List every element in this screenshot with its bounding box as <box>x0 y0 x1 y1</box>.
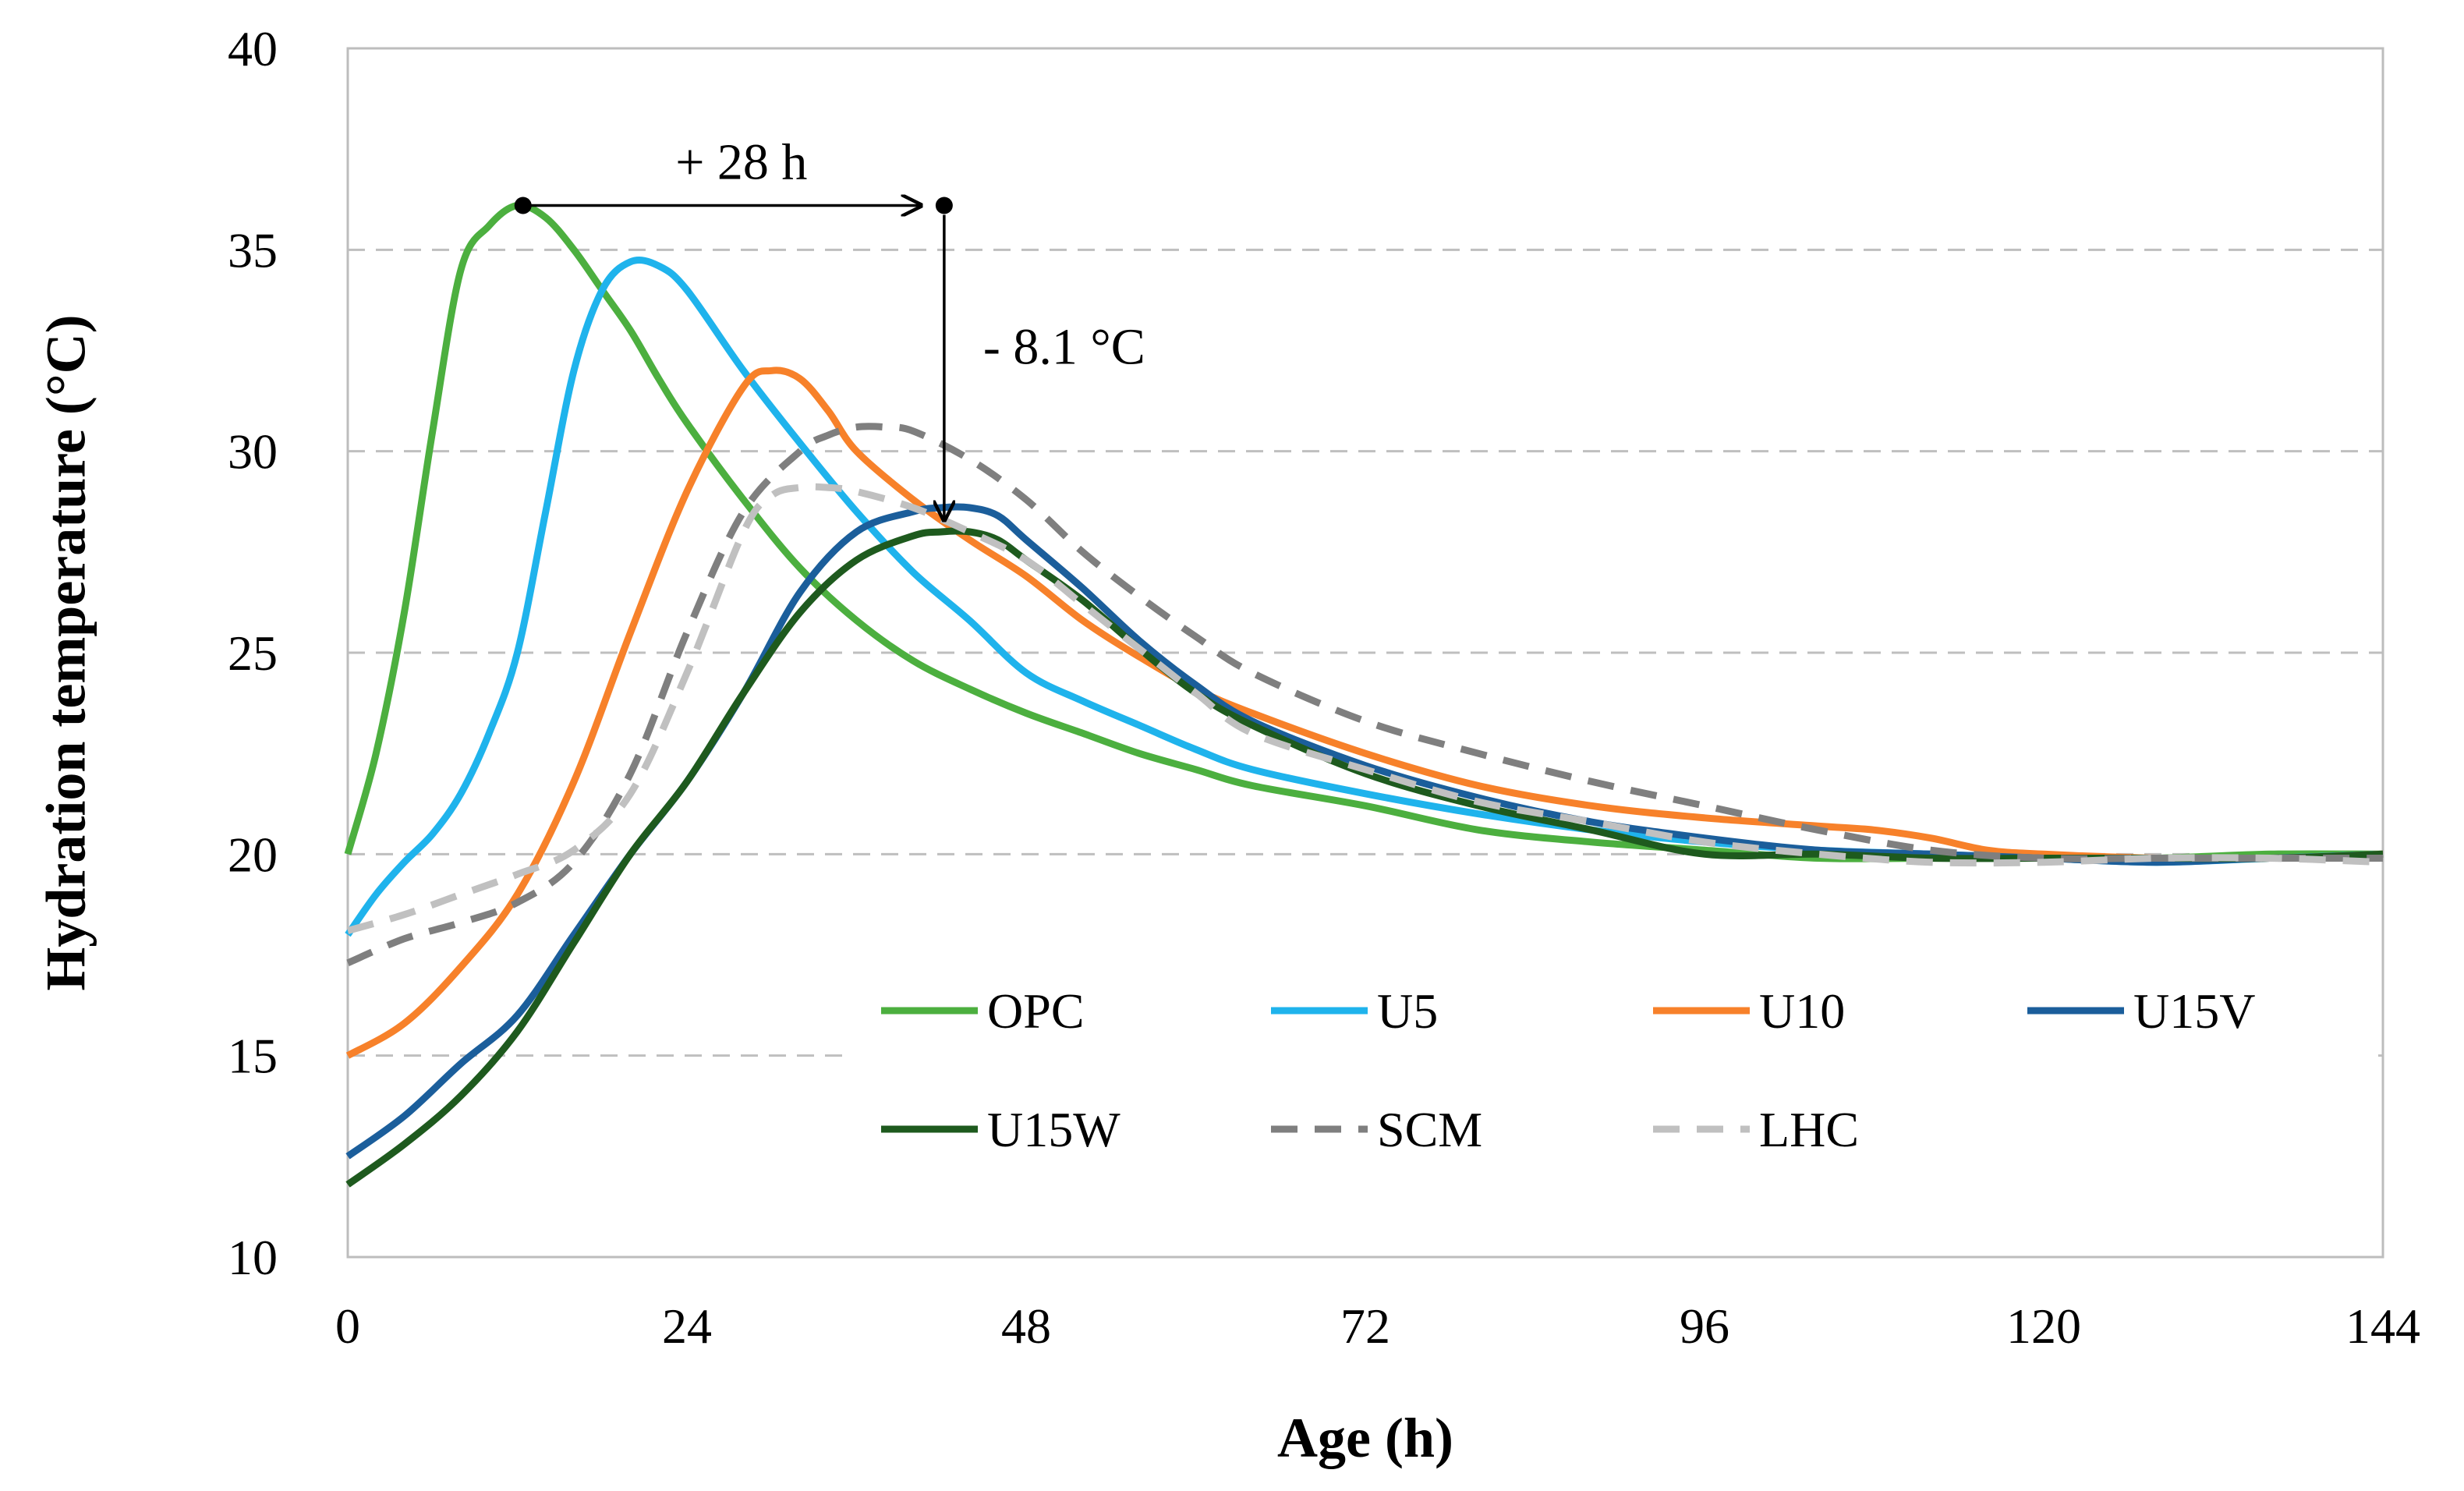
annotation-time-label: + 28 h <box>675 134 807 191</box>
legend-item-u15v: U15V <box>2027 983 2255 1039</box>
legend-label: LHC <box>1759 1102 1859 1157</box>
x-tick-labels: 0 24 48 72 96 120 144 <box>335 1298 2420 1354</box>
annotations: + 28 h - 8.1 °C <box>514 134 1145 520</box>
legend-background <box>842 964 2378 1176</box>
x-tick-label: 120 <box>2006 1298 2081 1354</box>
legend-item-opc: OPC <box>881 983 1085 1039</box>
y-tick-label: 15 <box>228 1029 278 1084</box>
series-line-lhc <box>346 483 2384 934</box>
legend-label: U15V <box>2133 983 2255 1039</box>
x-tick-label: 0 <box>335 1298 360 1354</box>
legend-item-u5: U5 <box>1271 983 1438 1039</box>
y-tick-label: 35 <box>228 222 278 278</box>
x-tick-label: 48 <box>1001 1298 1051 1354</box>
y-tick-label: 30 <box>228 424 278 480</box>
x-tick-label: 144 <box>2345 1298 2420 1354</box>
x-axis-title: Age (h) <box>1277 1407 1453 1469</box>
series-line-opc <box>344 201 2384 862</box>
legend-item-u15w: U15W <box>881 1102 1120 1157</box>
legend: OPC U5 U10 U15V U15W SCM LHC <box>842 964 2378 1176</box>
legend-label: U10 <box>1759 983 1845 1039</box>
x-tick-label: 72 <box>1340 1298 1390 1354</box>
x-tick-label: 96 <box>1680 1298 1729 1354</box>
series-line-u10 <box>345 367 2384 1059</box>
y-tick-label: 20 <box>228 827 278 882</box>
y-tick-label: 40 <box>228 21 278 76</box>
series-line-u5 <box>345 257 2384 937</box>
legend-item-lhc: LHC <box>1653 1102 1859 1157</box>
annotation-temperature-label: - 8.1 °C <box>983 318 1145 375</box>
plot-area-border <box>346 47 2384 1259</box>
legend-label: OPC <box>987 983 1085 1039</box>
legend-item-u10: U10 <box>1653 983 1845 1039</box>
y-tick-labels: 10 15 20 25 30 35 40 <box>228 21 278 1285</box>
series-line-scm <box>346 423 2383 966</box>
x-tick-label: 24 <box>662 1298 712 1354</box>
legend-label: U15W <box>987 1102 1120 1157</box>
y-tick-label: 25 <box>228 625 278 681</box>
y-tick-label: 10 <box>228 1230 278 1285</box>
y-axis-title: Hydration temperature (°C) <box>35 314 97 990</box>
legend-item-scm: SCM <box>1271 1102 1482 1157</box>
series-lines <box>344 201 2384 1188</box>
series-line-u15w <box>345 527 2384 1188</box>
legend-label: U5 <box>1377 983 1438 1039</box>
annotation-end-dot <box>935 197 953 214</box>
legend-label: SCM <box>1377 1102 1482 1157</box>
